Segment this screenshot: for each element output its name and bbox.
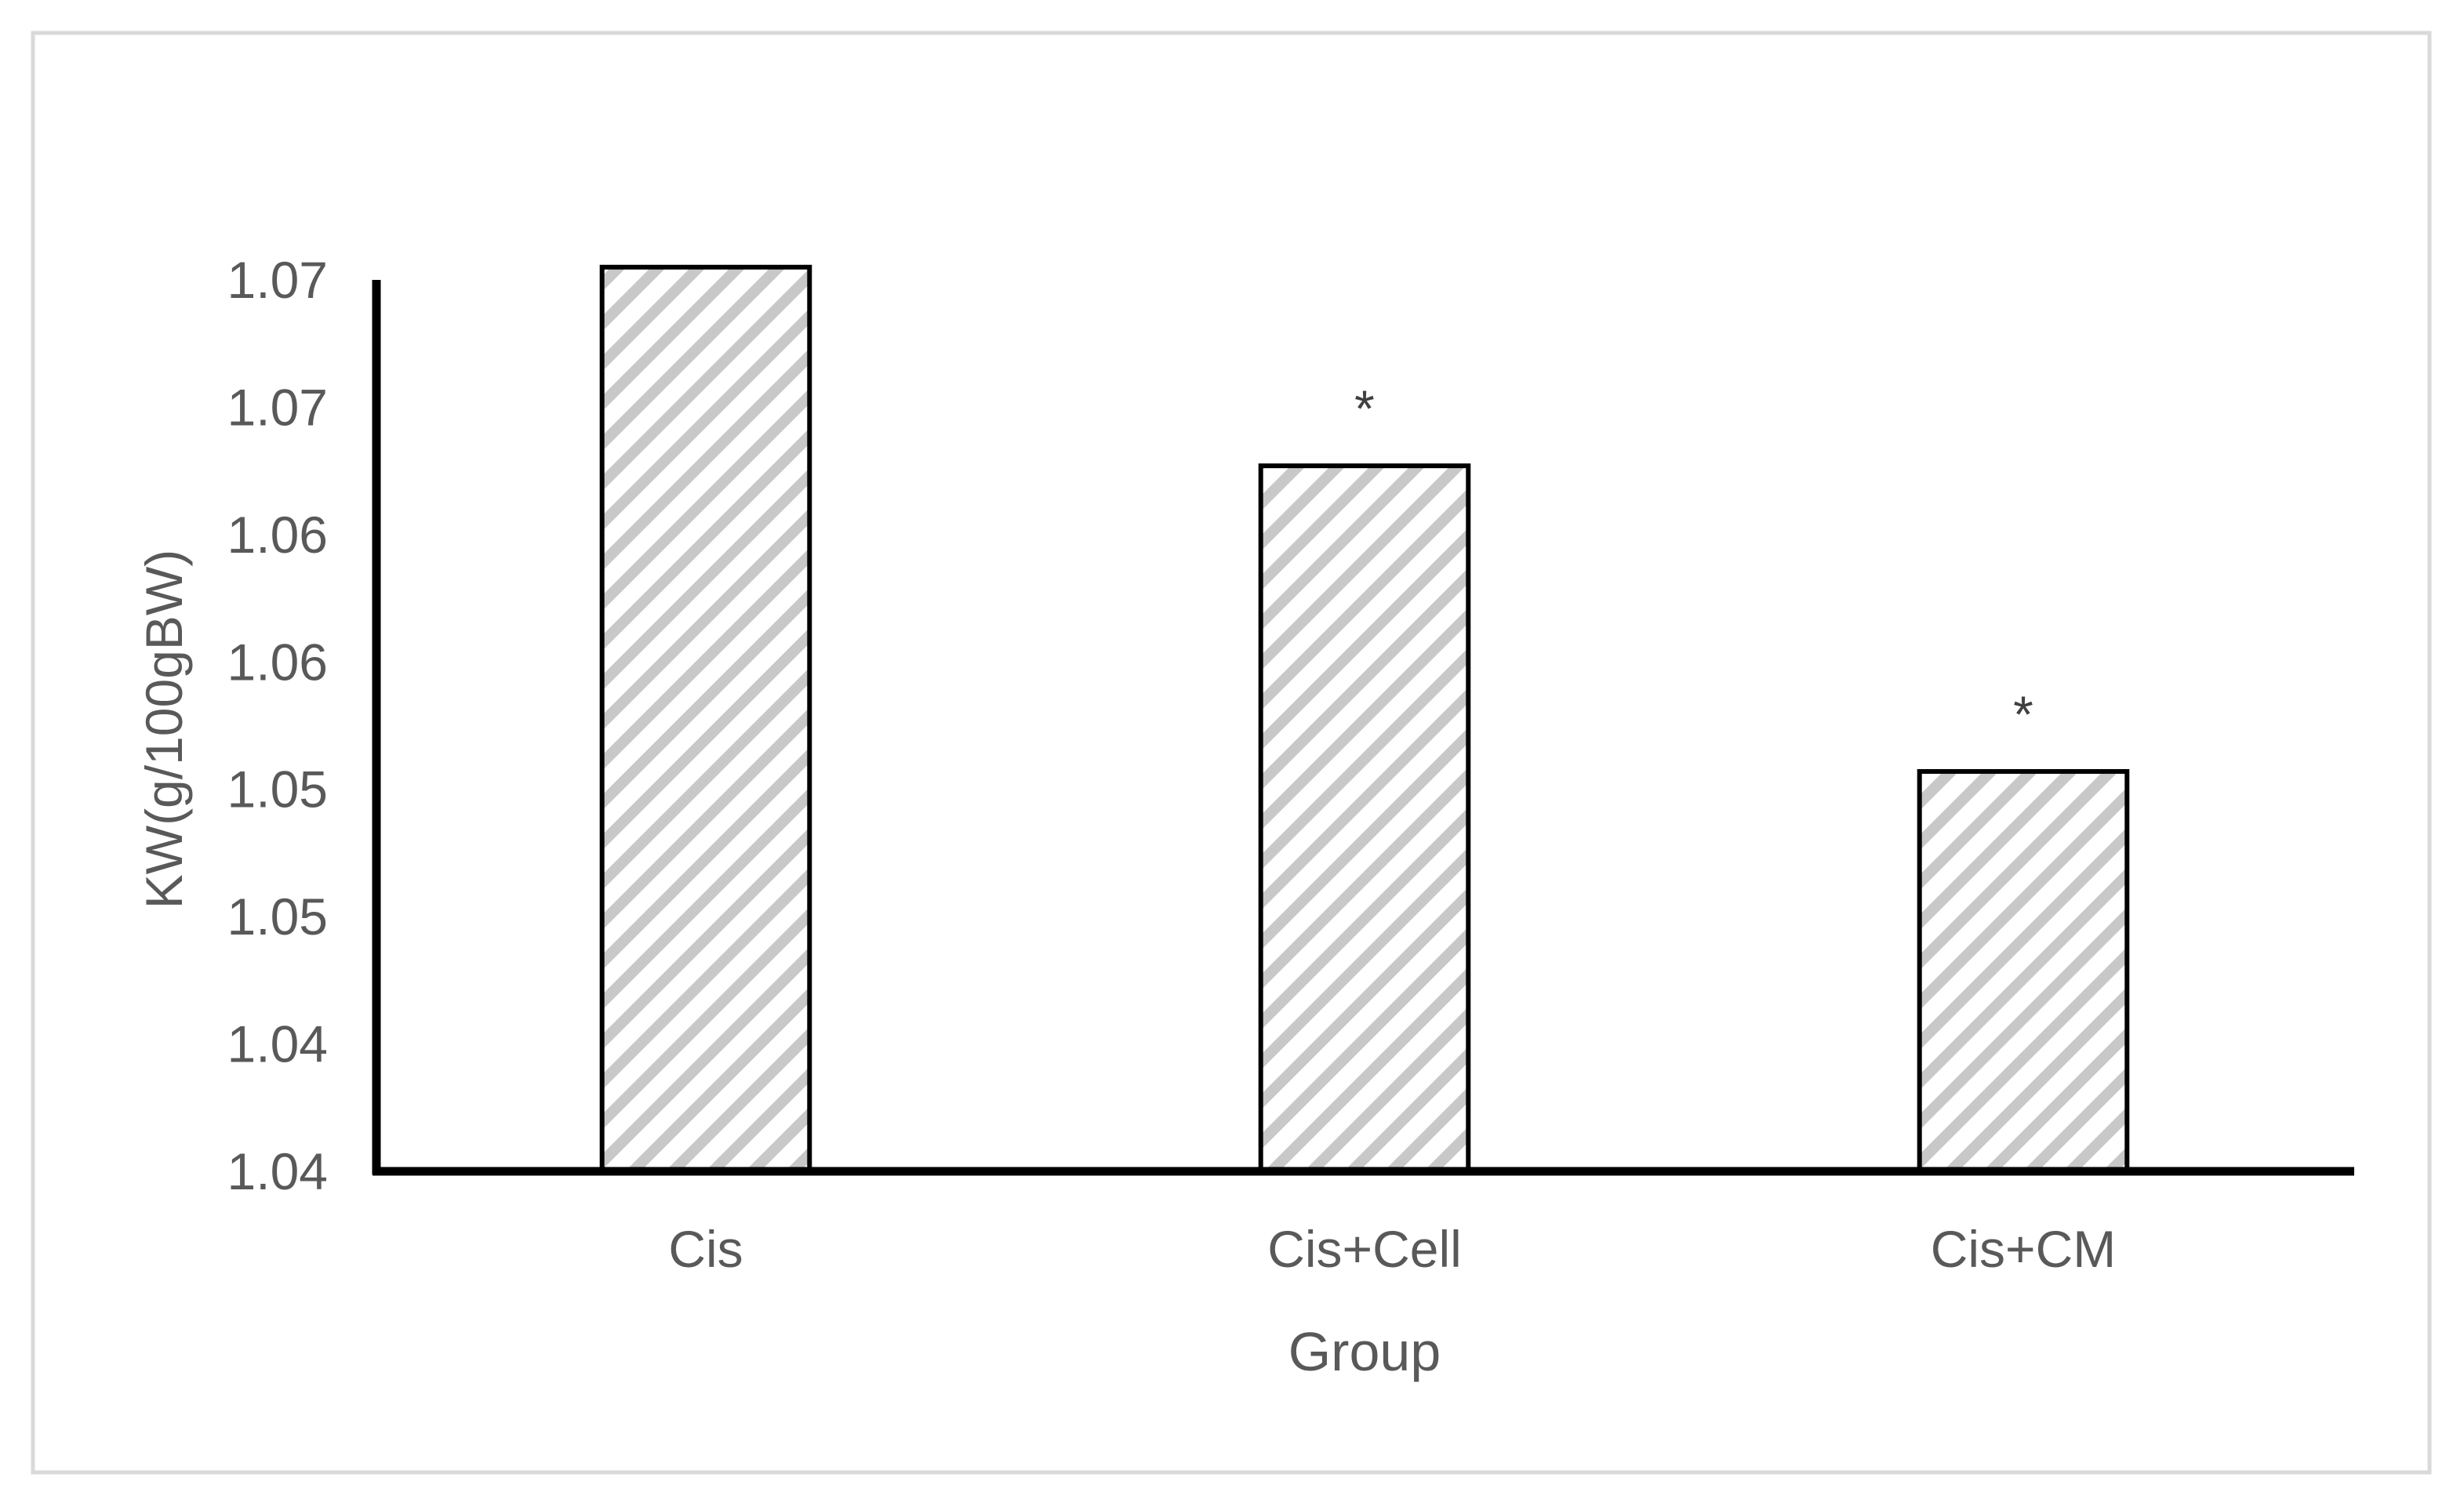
y-tick-labels: 1.04 1.04 1.05 1.05 1.06 1.06 1.07 1.07 <box>227 251 328 1200</box>
chart-border <box>31 31 2432 1475</box>
y-tick-label-0: 1.04 <box>227 1142 328 1200</box>
x-tick-label-2: Cis+CM <box>1931 1220 2117 1278</box>
y-tick-label-2: 1.05 <box>227 887 328 946</box>
x-tick-label-1: Cis+Cell <box>1267 1220 1462 1278</box>
bar-0 <box>599 264 812 1174</box>
bar-1 <box>1258 463 1471 1174</box>
y-tick-label-7: 1.07 <box>227 251 328 309</box>
y-tick-label-3: 1.05 <box>227 760 328 819</box>
y-tick-label-4: 1.06 <box>227 633 328 691</box>
significance-marker-1: * <box>1354 379 1375 437</box>
x-axis-title: Group <box>1288 1321 1441 1382</box>
y-axis-title: KW(g/100gBW) <box>135 550 193 909</box>
x-tick-labels: Cis Cis+Cell Cis+CM <box>668 1220 2116 1278</box>
y-tick-label-1: 1.04 <box>227 1015 328 1073</box>
bar-2 <box>1917 768 2130 1174</box>
annotations-layer: ** <box>1354 379 2033 743</box>
y-tick-label-6: 1.07 <box>227 378 328 436</box>
significance-marker-2: * <box>2013 685 2033 743</box>
x-tick-label-0: Cis <box>668 1220 743 1278</box>
bars-layer <box>599 264 2130 1174</box>
y-tick-label-5: 1.06 <box>227 506 328 564</box>
